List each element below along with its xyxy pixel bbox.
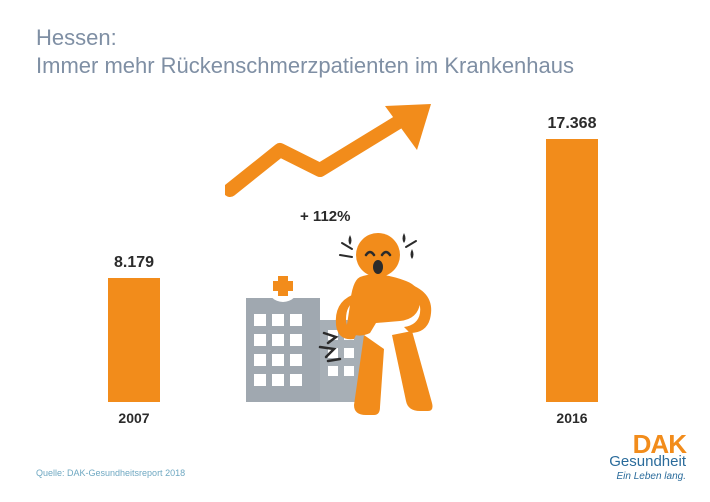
bar-2007 [108, 278, 160, 402]
bar-2007-value: 8.179 [88, 254, 180, 272]
title-line2: Immer mehr Rückenschmerzpatienten im Kra… [36, 52, 574, 80]
bar-2007-year: 2007 [88, 410, 180, 426]
page-title: Hessen: Immer mehr Rückenschmerzpatiente… [36, 24, 574, 79]
page: Hessen: Immer mehr Rückenschmerzpatiente… [0, 0, 710, 502]
source-caption: Quelle: DAK-Gesundheitsreport 2018 [36, 468, 185, 478]
logo-tagline: Ein Leben lang. [609, 471, 686, 482]
bar-2016-value: 17.368 [526, 115, 618, 133]
trend-arrow-icon [225, 100, 445, 210]
title-line1: Hessen: [36, 24, 574, 52]
bar-2016 [546, 139, 598, 402]
logo-sub: Gesundheit [609, 454, 686, 469]
back-pain-person-icon [300, 225, 470, 430]
bar-2016-year: 2016 [526, 410, 618, 426]
dak-logo: DAK Gesundheit Ein Leben lang. [609, 433, 686, 482]
percent-change: + 112% [300, 208, 350, 225]
